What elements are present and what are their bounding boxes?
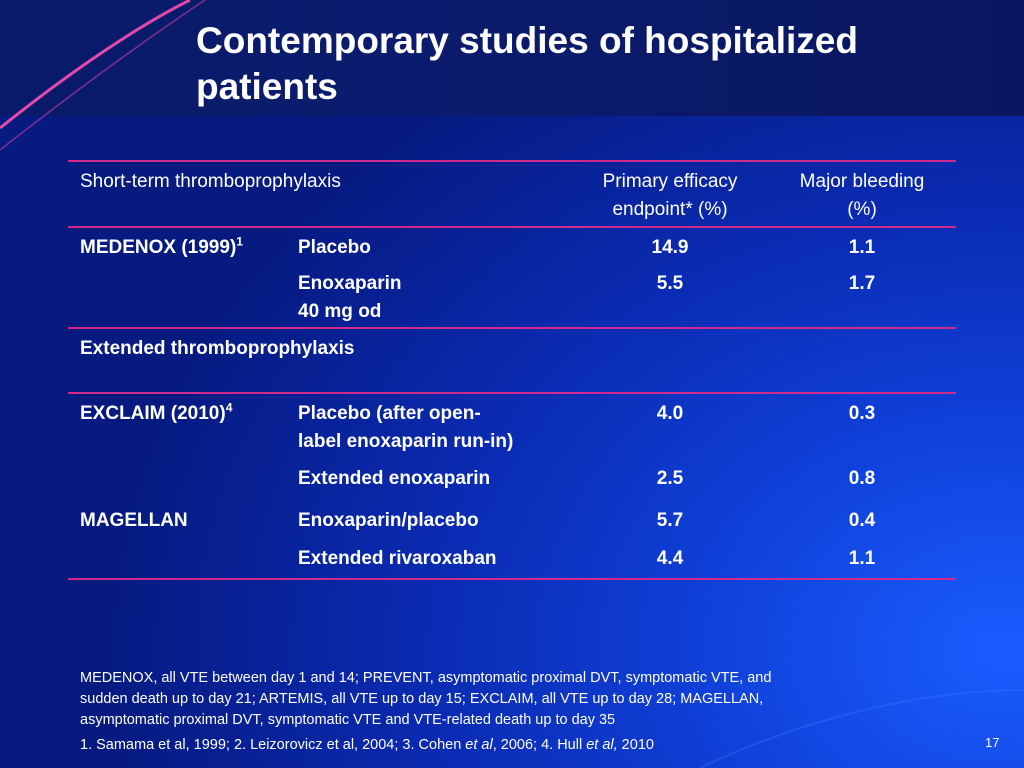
- header-efficacy-line2: endpoint* (%): [612, 199, 728, 220]
- references: 1. Samama et al, 1999; 2. Leizorovicz et…: [80, 735, 940, 756]
- study-exclaim: EXCLAIM (2010)4: [80, 400, 232, 428]
- efficacy-magellan-enox-placebo: 5.7: [656, 510, 684, 531]
- table-top-rule: [68, 160, 956, 162]
- study-medenox: MEDENOX (1999)1: [80, 234, 243, 262]
- study-exclaim-name: EXCLAIM (2010): [80, 403, 226, 424]
- table-section-rule: [68, 327, 956, 329]
- title-line-1: Contemporary studies of hospitalized: [196, 20, 858, 61]
- arm-exclaim-extended: Extended enoxaparin: [298, 468, 491, 489]
- efficacy-medenox-enoxaparin: 5.5: [656, 273, 684, 294]
- slide-title: Contemporary studies of hospitalized pat…: [196, 18, 976, 110]
- bleeding-exclaim-extended: 0.8: [848, 468, 876, 489]
- header-efficacy: Primary efficacy endpoint* (%): [568, 168, 772, 224]
- footnote-line2: sudden death up to day 21; ARTEMIS, all …: [80, 691, 764, 707]
- arm-magellan-enox-placebo: Enoxaparin/placebo: [298, 510, 479, 531]
- arm-medenox-enoxaparin-line2: 40 mg od: [298, 301, 382, 322]
- footnote-line1: MEDENOX, all VTE between day 1 and 14; P…: [80, 670, 772, 686]
- bleeding-medenox-placebo: 1.1: [848, 237, 876, 258]
- table-extended-rule: [68, 392, 956, 394]
- bleeding-magellan-rivaroxaban: 1.1: [848, 548, 876, 569]
- header-efficacy-line1: Primary efficacy: [602, 171, 738, 192]
- header-bleeding: Major bleeding (%): [770, 168, 954, 224]
- bleeding-magellan-enox-placebo: 0.4: [848, 510, 876, 531]
- table-header-rule: [68, 226, 956, 228]
- study-medenox-ref: 1: [236, 234, 243, 249]
- references-part1: 1. Samama et al, 1999; 2. Leizorovicz et…: [80, 737, 466, 753]
- references-part2: , 2006; 4. Hull: [492, 737, 587, 753]
- title-line-2: patients: [196, 66, 338, 107]
- header-short-term: Short-term thromboprophylaxis: [80, 171, 341, 192]
- references-part3: 2010: [617, 737, 654, 753]
- study-magellan: MAGELLAN: [80, 510, 188, 531]
- footnote-line3: asymptomatic proximal DVT, symptomatic V…: [80, 712, 616, 728]
- efficacy-magellan-rivaroxaban: 4.4: [656, 548, 684, 569]
- arm-medenox-enoxaparin-line1: Enoxaparin: [298, 273, 402, 294]
- footnote: MEDENOX, all VTE between day 1 and 14; P…: [80, 668, 940, 731]
- arm-exclaim-placebo-line2: label enoxaparin run-in): [298, 431, 514, 452]
- bleeding-medenox-enoxaparin: 1.7: [848, 273, 876, 294]
- arm-medenox-enoxaparin: Enoxaparin 40 mg od: [298, 270, 401, 326]
- arm-exclaim-placebo-line1: Placebo (after open-: [298, 403, 481, 424]
- study-medenox-name: MEDENOX (1999): [80, 237, 237, 258]
- bleeding-exclaim-placebo: 0.3: [848, 403, 876, 424]
- efficacy-exclaim-extended: 2.5: [656, 468, 684, 489]
- arm-medenox-placebo: Placebo: [298, 237, 371, 258]
- header-bleeding-line2: (%): [847, 199, 877, 220]
- references-etal1: et al: [465, 737, 493, 753]
- page-number: 17: [985, 735, 1000, 750]
- study-exclaim-ref: 4: [225, 400, 233, 415]
- references-etal2: et al,: [586, 737, 618, 753]
- arm-exclaim-placebo: Placebo (after open- label enoxaparin ru…: [298, 400, 513, 456]
- section-extended: Extended thromboprophylaxis: [80, 338, 355, 359]
- header-bleeding-line1: Major bleeding: [799, 171, 925, 192]
- efficacy-exclaim-placebo: 4.0: [656, 403, 684, 424]
- efficacy-medenox-placebo: 14.9: [651, 237, 689, 258]
- table-bottom-rule: [68, 578, 956, 580]
- arm-magellan-rivaroxaban: Extended rivaroxaban: [298, 548, 497, 569]
